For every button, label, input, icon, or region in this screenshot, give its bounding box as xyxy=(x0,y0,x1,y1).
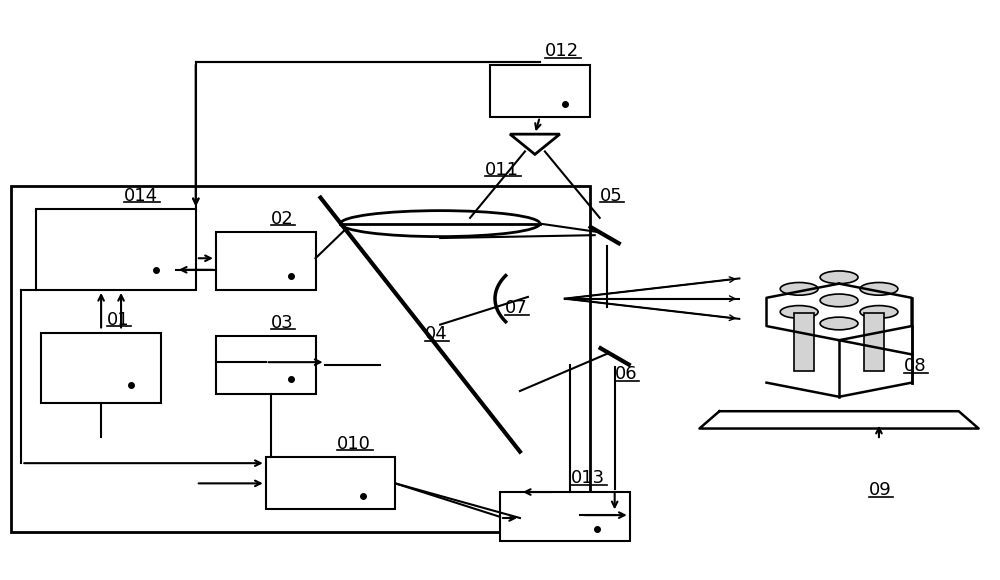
FancyBboxPatch shape xyxy=(490,65,590,117)
Text: 014: 014 xyxy=(124,187,158,205)
Ellipse shape xyxy=(820,317,858,330)
FancyBboxPatch shape xyxy=(864,313,884,371)
Text: 013: 013 xyxy=(571,469,605,487)
Polygon shape xyxy=(510,134,560,154)
Text: 06: 06 xyxy=(615,365,637,383)
FancyBboxPatch shape xyxy=(216,232,316,290)
FancyBboxPatch shape xyxy=(794,313,814,371)
Ellipse shape xyxy=(780,306,818,318)
Ellipse shape xyxy=(860,306,898,318)
FancyBboxPatch shape xyxy=(266,458,395,509)
FancyBboxPatch shape xyxy=(11,186,590,532)
Ellipse shape xyxy=(820,294,858,307)
FancyBboxPatch shape xyxy=(500,492,630,541)
Ellipse shape xyxy=(340,211,540,237)
Text: 05: 05 xyxy=(600,187,622,205)
Text: 03: 03 xyxy=(271,314,293,332)
Text: 011: 011 xyxy=(485,161,519,179)
Ellipse shape xyxy=(780,282,818,295)
Ellipse shape xyxy=(820,271,858,284)
Ellipse shape xyxy=(860,282,898,295)
Text: 09: 09 xyxy=(869,481,892,499)
Text: 010: 010 xyxy=(337,435,371,453)
Text: 04: 04 xyxy=(425,325,448,343)
FancyBboxPatch shape xyxy=(216,336,316,394)
FancyBboxPatch shape xyxy=(41,334,161,403)
Text: 01: 01 xyxy=(107,311,130,329)
FancyBboxPatch shape xyxy=(36,209,196,290)
Text: 02: 02 xyxy=(271,209,293,227)
Text: 012: 012 xyxy=(545,42,579,60)
Text: 08: 08 xyxy=(904,357,926,375)
Text: 07: 07 xyxy=(505,299,528,317)
